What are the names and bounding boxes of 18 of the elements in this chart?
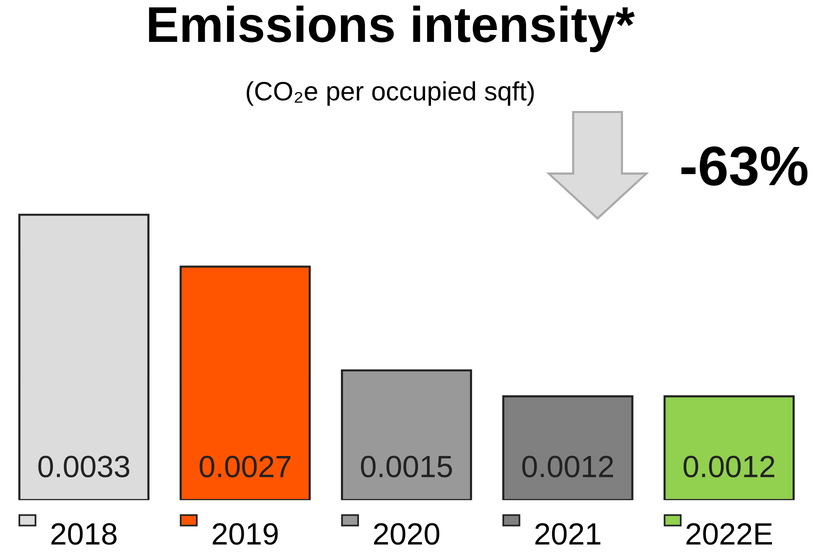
x-tick-label: 2020 <box>374 523 440 545</box>
bar <box>18 214 150 500</box>
bar <box>664 395 795 500</box>
chart-subtitle: (CO₂e per occupied sqft) <box>246 81 534 106</box>
x-tick-label: 2021 <box>535 523 600 545</box>
data-label: 0.0012 <box>684 456 774 478</box>
chart-title: Emissions intensity* <box>149 6 635 52</box>
data-label: 0.0015 <box>360 456 452 478</box>
bar <box>502 395 634 500</box>
text: -63% <box>681 146 808 186</box>
x-tick-label: 2018 <box>51 523 117 545</box>
data-label: 0.0012 <box>522 456 614 478</box>
x-tick-label: 2019 <box>212 523 278 545</box>
bar <box>340 369 472 500</box>
data-label: 0.0027 <box>200 456 290 478</box>
bar <box>180 266 311 500</box>
data-label: 0.0033 <box>38 456 130 478</box>
x-tick-label: 2022E <box>686 523 772 545</box>
